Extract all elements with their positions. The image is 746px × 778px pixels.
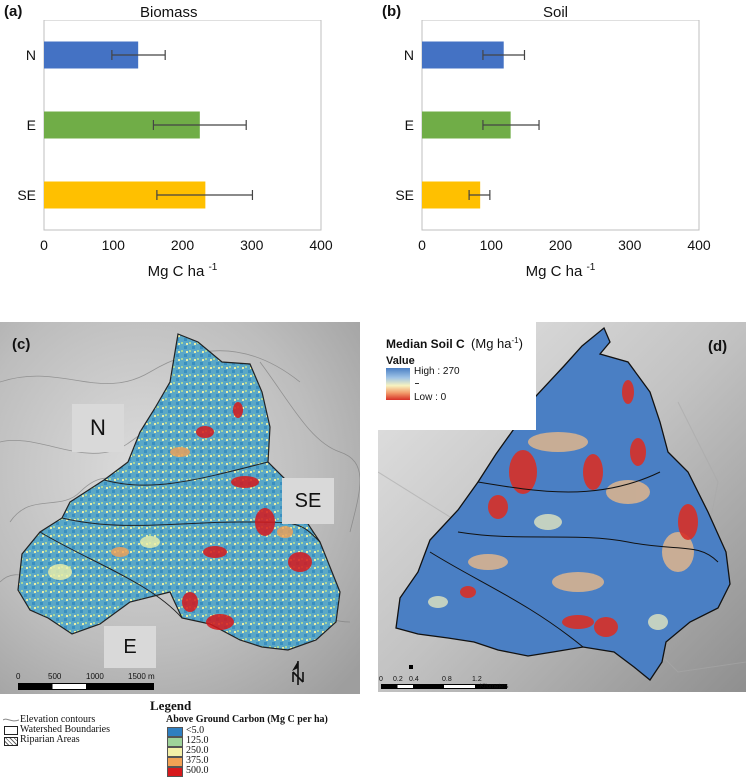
riparian-areas-icon bbox=[4, 737, 18, 746]
biomass-xtick-100: 100 bbox=[102, 237, 126, 253]
legend-swatch-1 bbox=[167, 737, 183, 747]
soil-map-title-unit: (Mg ha bbox=[471, 336, 512, 351]
legend-class-3: 375.0 bbox=[186, 755, 209, 766]
legend-class-1: 125.0 bbox=[186, 735, 209, 746]
elevation-contours-icon bbox=[3, 718, 19, 722]
soil-category-n: N bbox=[404, 47, 414, 63]
region-label-n: N bbox=[72, 404, 124, 452]
biomass-xlabel: Mg C ha -1 bbox=[148, 262, 218, 280]
soil-low-label: Low : 0 bbox=[414, 392, 447, 403]
map-c-scale-500: 500 bbox=[48, 672, 62, 681]
region-label-se: SE bbox=[282, 478, 334, 524]
soil-category-se: SE bbox=[395, 187, 414, 203]
region-n-text: N bbox=[90, 415, 106, 440]
soil-chart-title: Soil bbox=[543, 4, 569, 21]
panel-a-label: (a) bbox=[4, 3, 23, 20]
map-d-scale-unit: Kilometers bbox=[480, 684, 509, 690]
map-d-scale-bar bbox=[381, 684, 507, 689]
soil-ramp-tick bbox=[415, 383, 419, 384]
biomass-bar-chart: N E SE 0 100 200 300 400 Mg C ha -1 bbox=[17, 20, 333, 280]
map-c-scale-1500: 1500 m bbox=[128, 672, 155, 681]
biomass-xtick-300: 300 bbox=[240, 237, 264, 253]
low-soil-carbon-areas bbox=[460, 380, 698, 637]
biomass-category-se: SE bbox=[17, 187, 36, 203]
soil-xtick-400: 400 bbox=[687, 237, 711, 253]
map-d-scale-02: 0.2 bbox=[393, 676, 403, 683]
north-arrow-icon bbox=[292, 661, 304, 685]
soil-xtick-200: 200 bbox=[549, 237, 573, 253]
soil-color-ramp bbox=[386, 368, 410, 400]
legend-class-4: 500.0 bbox=[186, 765, 209, 776]
legend-carbon-title: Above Ground Carbon (Mg C per ha) bbox=[166, 714, 328, 725]
watershed-area bbox=[17, 333, 341, 651]
soil-xtick-0: 0 bbox=[418, 237, 426, 253]
legend-title: Legend bbox=[150, 698, 192, 713]
region-e-text: E bbox=[123, 635, 137, 658]
soil-map-title-unit-close: ) bbox=[518, 336, 523, 351]
soil-map-title-text: Median Soil C bbox=[386, 337, 465, 351]
map-c-scale-bar bbox=[18, 683, 154, 690]
region-label-e: E bbox=[104, 626, 156, 668]
soil-xlabel: Mg C ha -1 bbox=[526, 262, 596, 280]
biomass-category-n: N bbox=[26, 47, 36, 63]
soil-bar-chart: N E SE 0 100 200 300 400 Mg C ha -1 bbox=[395, 20, 711, 280]
biomass-category-e: E bbox=[27, 117, 36, 133]
legend-class-0: <5.0 bbox=[186, 725, 205, 736]
soil-high-label: High : 270 bbox=[414, 366, 460, 377]
soil-xtick-300: 300 bbox=[618, 237, 642, 253]
biomass-xtick-0: 0 bbox=[40, 237, 48, 253]
soil-map-title: Median Soil C (Mg ha-1) bbox=[386, 336, 523, 351]
panel-c-label: (c) bbox=[12, 336, 31, 353]
panel-d-label: (d) bbox=[708, 338, 728, 355]
high-carbon-areas bbox=[182, 402, 312, 630]
map-d-scale-0: 0 bbox=[379, 676, 383, 683]
legend-watershed-boundaries: Watershed Boundaries bbox=[20, 724, 110, 735]
map-d-scale-marker bbox=[409, 665, 413, 669]
legend-swatch-4 bbox=[167, 767, 183, 777]
map-d-scale-12: 1.2 bbox=[472, 676, 482, 683]
biomass-chart-title: Biomass bbox=[140, 4, 198, 21]
legend-class-2: 250.0 bbox=[186, 745, 209, 756]
soil-xtick-100: 100 bbox=[480, 237, 504, 253]
soil-map-title-unit-sup: -1 bbox=[511, 336, 519, 345]
biomass-xtick-200: 200 bbox=[171, 237, 195, 253]
map-c-scale-1000: 1000 bbox=[86, 672, 104, 681]
map-d-scale-04: 0.4 bbox=[409, 676, 419, 683]
soil-map-value-label: Value bbox=[386, 355, 415, 367]
legend-swatch-2 bbox=[167, 747, 183, 757]
map-d-scale-08: 0.8 bbox=[442, 676, 452, 683]
legend-swatch-0 bbox=[167, 727, 183, 737]
legend-riparian-areas: Riparian Areas bbox=[20, 734, 80, 745]
map-c-scale-0: 0 bbox=[16, 672, 21, 681]
watershed-boundary-icon bbox=[4, 726, 18, 735]
region-se-text: SE bbox=[294, 489, 322, 512]
biomass-xtick-400: 400 bbox=[309, 237, 333, 253]
soil-category-e: E bbox=[405, 117, 414, 133]
panel-b-label: (b) bbox=[382, 3, 402, 20]
legend-swatch-3 bbox=[167, 757, 183, 767]
legend-elevation-contours: Elevation contours bbox=[20, 714, 96, 725]
